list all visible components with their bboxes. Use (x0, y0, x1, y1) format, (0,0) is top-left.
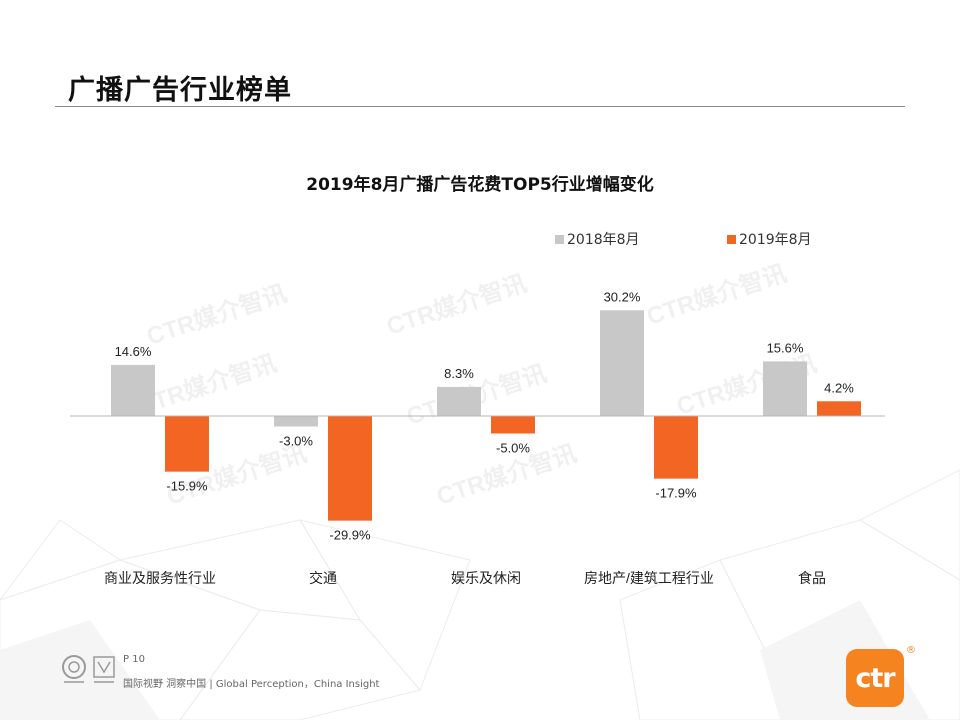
legend-item-2019: 2019年8月 (727, 229, 812, 249)
bar-2018-2 (274, 416, 318, 427)
bar-2019-1 (165, 416, 209, 472)
category-label-3: 娱乐及休闲 (451, 570, 521, 586)
bar-2018-4 (600, 310, 644, 416)
data-label-2019-4: -17.9% (655, 486, 697, 501)
data-label-2018-3: 8.3% (444, 366, 474, 381)
bar-2018-3 (437, 386, 481, 416)
bar-2019-5 (817, 401, 861, 416)
bars-layer (111, 310, 861, 521)
sgs-cert-icon (62, 655, 86, 679)
ukas-cert-icon (93, 656, 115, 678)
watermark-text: CTR媒介智讯 (643, 259, 790, 331)
data-label-2019-2: -29.9% (329, 528, 371, 543)
title-divider (55, 106, 905, 107)
page-title: 广播广告行业榜单 (68, 75, 292, 106)
category-label-1: 商业及服务性行业 (104, 570, 216, 586)
chart-legend: 2018年8月 2019年8月 (0, 229, 960, 249)
bar-2019-3 (491, 416, 535, 434)
bar-2019-4 (654, 416, 698, 479)
legend-swatch-2019 (727, 234, 736, 244)
category-label-5: 食品 (798, 570, 826, 586)
footer-slogan: 国际视野 洞察中国 | Global Perception，China Insi… (123, 679, 380, 690)
category-label-2: 交通 (309, 570, 337, 586)
ctr-logo: ctr (846, 649, 904, 707)
chart-title: 2019年8月广播广告花费TOP5行业增幅变化 (306, 175, 654, 195)
data-label-2018-2: -3.0% (279, 434, 313, 449)
data-label-2018-5: 15.6% (767, 340, 804, 355)
data-label-2018-4: 30.2% (604, 289, 641, 304)
watermark-text: CTR媒介智讯 (383, 269, 530, 341)
data-label-2019-5: 4.2% (824, 380, 854, 395)
page-number: P 10 (123, 654, 145, 665)
data-label-2019-1: -15.9% (166, 479, 208, 494)
category-label-4: 房地产/建筑工程行业 (584, 570, 714, 586)
bar-2018-5 (763, 361, 807, 416)
bar-2018-1 (111, 364, 155, 416)
data-label-2018-1: 14.6% (115, 344, 152, 359)
legend-item-2018: 2018年8月 (555, 229, 640, 249)
certification-logos (62, 655, 115, 683)
legend-label-2019: 2019年8月 (739, 232, 812, 248)
watermark-text: CTR媒介智讯 (133, 349, 280, 421)
legend-label-2018: 2018年8月 (567, 232, 640, 248)
labels-layer: 14.6% -15.9% 商业及服务性行业 -3.0% -29.9% 交通 8.3% -5.0… (104, 289, 854, 586)
legend-swatch-2018 (555, 234, 564, 244)
data-label-2019-3: -5.0% (496, 441, 530, 456)
bar-2019-2 (328, 416, 372, 521)
watermark-text: CTR媒介智讯 (143, 279, 290, 351)
registered-mark: ® (906, 645, 916, 656)
